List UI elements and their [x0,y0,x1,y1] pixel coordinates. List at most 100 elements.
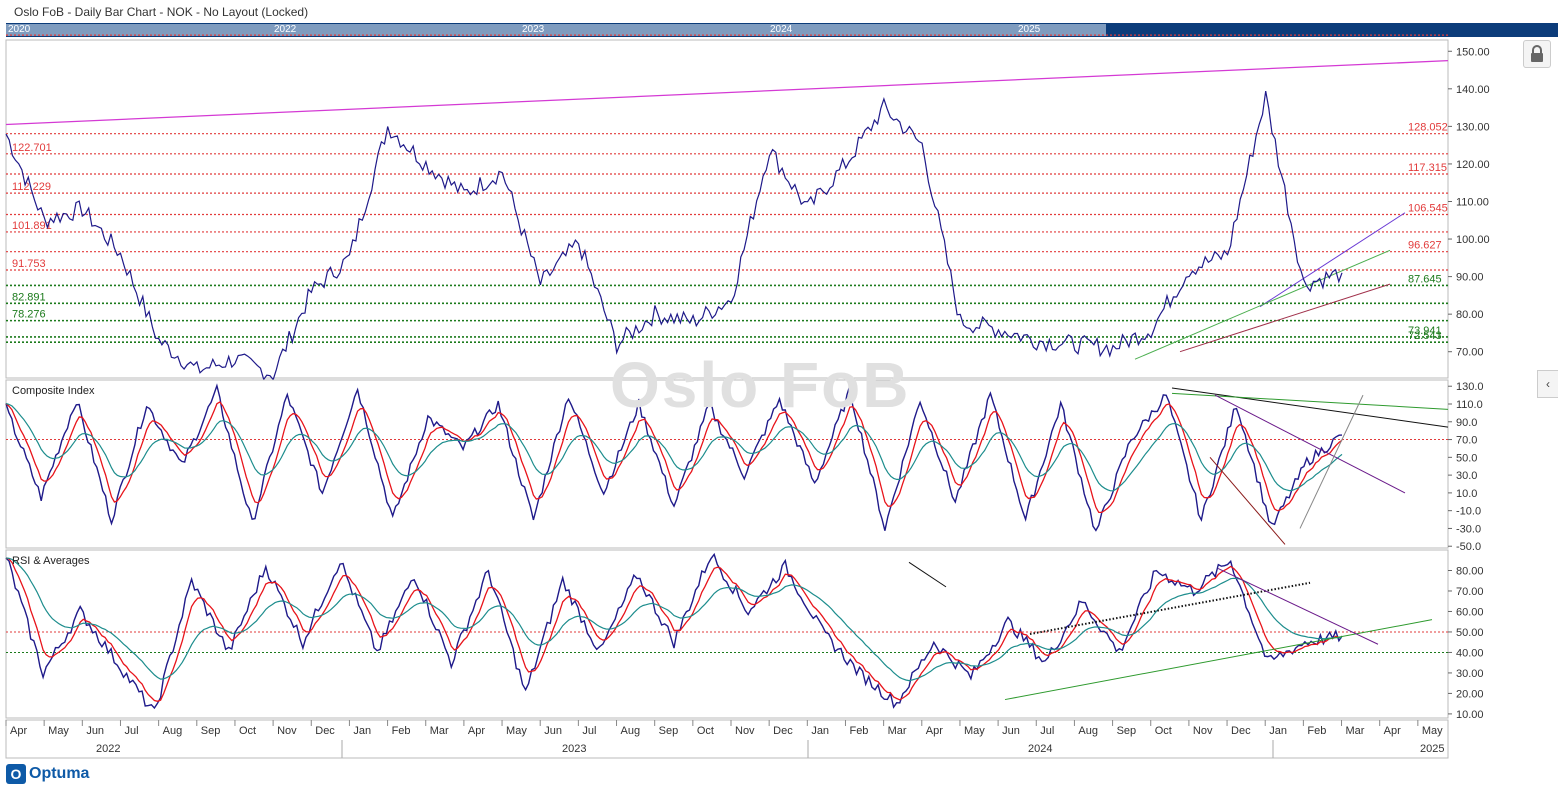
rsi-panel-ytick-label: 30.00 [1456,668,1484,680]
price-panel-ytick-label: 100.00 [1456,234,1490,246]
rsi-panel-ytick-label: 20.00 [1456,688,1484,700]
rsi-trendline [1004,619,1433,701]
fan-trendline [1259,212,1406,308]
level-value-label: 73.941 [1408,325,1442,337]
year-label: 2025 [1420,743,1444,755]
month-tick-label: Nov [735,725,755,737]
month-tick-label: Jun [544,725,562,737]
rsi-panel-ytick-label: 80.00 [1456,565,1484,577]
title-bar: Oslo FoB - Daily Bar Chart - NOK - No La… [0,0,1558,23]
composite-trendline [1171,387,1449,428]
overview-year-label: 2022 [274,24,297,35]
price-panel-frame [5,39,1449,379]
upper-trendline [5,60,1449,126]
overview-navigator[interactable]: 2020 2022 2023 2024 2025 [6,23,1558,37]
composite-panel-ytick-label: 70.0 [1456,435,1477,447]
composite-panel-ytick-label: 30.0 [1456,470,1477,482]
month-tick-label: Mar [888,725,907,737]
composite-panel-ytick-label: -10.0 [1456,506,1481,518]
month-tick-label: Apr [468,725,485,737]
composite-trendline [1209,457,1286,545]
month-tick-label: Jan [811,725,829,737]
chart-canvas[interactable]: 70.00 80.00 90.00 100.00 110.00 120.00 130.00 1… [0,0,1558,760]
month-tick-label: Sep [659,725,679,737]
chart-watermark: Oslo FoB [610,349,911,421]
price-series-line [5,90,1343,381]
brand-name: Optuma [29,765,90,782]
month-tick-label: May [506,725,527,737]
collapse-panel-tab[interactable]: ‹ [1537,370,1558,398]
chevron-left-icon: ‹ [1546,377,1550,391]
rsi-slow-average [5,557,1343,682]
fan-trendline [1179,283,1391,353]
composite-panel-ytick-label: 10.0 [1456,488,1477,500]
overview-year-label: 2020 [8,24,31,35]
composite-panel-ytick-label: 110.0 [1456,399,1483,411]
month-tick-label: Oct [239,725,256,737]
month-tick-label: Aug [163,725,183,737]
month-tick-label: Feb [1307,725,1326,737]
month-tick-label: Apr [926,725,943,737]
composite-index-line [5,383,1343,532]
footer: O Optuma [0,760,1558,789]
composite-panel-ytick-label: -50.0 [1456,541,1481,553]
level-value-label: 78.276 [12,309,46,321]
month-tick-label: Nov [277,725,297,737]
month-tick-label: Dec [773,725,793,737]
level-value-label: 128.052 [1408,122,1448,134]
month-tick-label: Jun [86,725,104,737]
year-label: 2022 [96,743,120,755]
month-tick-label: Oct [697,725,714,737]
month-tick-label: Jun [1002,725,1020,737]
price-panel-ytick-label: 90.00 [1456,272,1484,284]
price-panel-ytick-label: 150.00 [1456,46,1490,58]
composite-panel-ytick-label: 50.0 [1456,452,1477,464]
month-tick-label: Feb [849,725,868,737]
month-tick-label: Feb [392,725,411,737]
level-value-label: 117.315 [1408,162,1447,174]
overview-selection-window[interactable] [6,24,1106,36]
composite-trendline [1299,394,1364,529]
composite-trendline [1214,394,1406,494]
rsi-fast-average [5,557,1343,702]
level-value-label: 96.627 [1408,240,1442,252]
rsi-panel-ytick-label: 10.00 [1456,709,1484,721]
month-tick-label: Jan [1269,725,1287,737]
level-value-label: 72.543 [1408,330,1442,342]
price-panel-ytick-label: 80.00 [1456,309,1484,321]
composite-panel-ytick-label: 130.0 [1456,381,1484,393]
level-value-label: 106.545 [1408,202,1448,214]
time-axis-frame [5,719,1449,759]
level-value-label: 87.645 [1408,273,1442,285]
rsi-panel-ytick-label: 70.00 [1456,586,1484,598]
optuma-logo-icon: O [6,764,26,784]
price-panel-ytick-label: 110.00 [1456,196,1489,208]
rsi-panel-ytick-label: 50.00 [1456,627,1484,639]
month-tick-label: Dec [1231,725,1251,737]
fan-trendline [1134,249,1391,360]
level-value-label: 101.891 [12,220,52,232]
month-tick-label: Mar [1346,725,1365,737]
overview-year-label: 2023 [522,24,545,35]
composite-panel-ytick-label: 90.0 [1456,417,1477,429]
rsi-panel-frame [5,549,1449,719]
window-title: Oslo FoB - Daily Bar Chart - NOK - No La… [14,5,309,19]
month-tick-label: Nov [1193,725,1213,737]
composite-slow-average [5,402,1343,492]
level-value-label: 91.753 [12,258,46,270]
month-tick-label: May [48,725,69,737]
month-tick-label: Jul [124,725,138,737]
lock-icon [1531,45,1543,62]
level-value-label: 122.701 [12,142,52,154]
composite-index-title: Composite Index [12,385,95,397]
month-tick-label: Aug [1078,725,1098,737]
price-panel-ytick-label: 120.00 [1456,159,1490,171]
year-label: 2024 [1028,743,1052,755]
month-tick-label: Jul [582,725,596,737]
rsi-averages-title: RSI & Averages [12,555,90,567]
month-tick-label: Apr [10,725,27,737]
month-tick-label: May [1422,725,1443,737]
level-value-label: 82.891 [12,291,46,303]
lock-button[interactable] [1523,40,1551,68]
rsi-trendline [908,561,947,588]
